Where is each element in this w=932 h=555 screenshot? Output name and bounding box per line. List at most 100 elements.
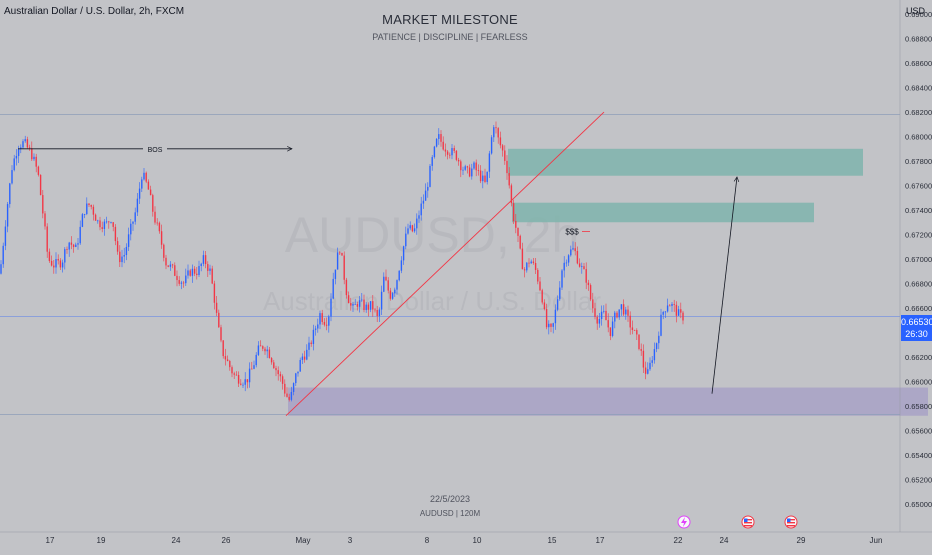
candle-body <box>174 265 176 276</box>
candle-body <box>497 128 499 138</box>
lightning-event-icon[interactable] <box>677 515 691 529</box>
candle-body <box>389 290 392 299</box>
candle-body <box>233 373 235 375</box>
candle-body <box>244 379 246 385</box>
us-flag-event-icon[interactable] <box>784 515 798 529</box>
candle-body <box>548 323 550 328</box>
candle-body <box>501 145 504 151</box>
y-tick-label: 0.65200 <box>905 475 932 484</box>
candle-body <box>372 301 374 310</box>
candle-body <box>600 311 603 320</box>
candle-body <box>154 211 156 223</box>
supply-zone <box>508 148 863 176</box>
candle-body <box>312 329 315 345</box>
candle-body <box>629 315 631 328</box>
candle-body <box>187 270 189 276</box>
candle-body <box>180 282 183 284</box>
candle-body <box>156 222 158 224</box>
candle-body <box>110 222 112 223</box>
candle-body <box>620 304 623 310</box>
candle-body <box>596 316 598 324</box>
candle-body <box>284 383 286 394</box>
y-tick-label: 0.67400 <box>905 206 932 215</box>
candle-body <box>11 170 13 184</box>
brand-title: MARKET MILESTONE <box>382 12 518 27</box>
candle-body <box>310 342 312 345</box>
candle-body <box>677 309 680 316</box>
x-tick-label: 24 <box>720 536 729 545</box>
candle-body <box>288 396 290 400</box>
trendline <box>285 111 605 417</box>
candle-body <box>22 141 24 148</box>
candle-body <box>545 309 548 328</box>
candle-body <box>325 324 328 326</box>
candle-body <box>222 340 224 357</box>
candle-body <box>552 323 554 327</box>
candle-body <box>314 328 317 330</box>
candle-body <box>488 153 491 172</box>
candle-body <box>231 367 233 374</box>
candle-body <box>471 168 473 177</box>
candle-body <box>574 248 576 251</box>
candle-body <box>367 304 370 310</box>
candle-body <box>176 275 178 281</box>
symbol-title[interactable]: Australian Dollar / U.S. Dollar, 2h, FXC… <box>4 6 185 17</box>
bos-label-bg <box>143 143 167 154</box>
candle-body <box>477 170 480 172</box>
x-axis[interactable]: 17 19 24 26 May 3 8 10 15 17 22 24 29 Jun <box>0 531 932 545</box>
candle-body <box>416 218 418 229</box>
candle-body <box>226 359 229 361</box>
candle-body <box>167 265 169 267</box>
candle-body <box>292 383 295 392</box>
candle-body <box>644 367 647 374</box>
candle-body <box>218 312 220 328</box>
candle-body <box>68 242 70 250</box>
candle-body <box>427 186 429 191</box>
candle-body <box>332 278 334 299</box>
zone-layer <box>288 148 928 416</box>
candle-body <box>211 268 213 284</box>
candle-body <box>193 268 196 274</box>
candle-body <box>473 162 475 169</box>
candle-body <box>119 251 121 263</box>
candle-body <box>376 310 378 317</box>
candle-body <box>515 220 517 228</box>
candle-body <box>343 255 345 280</box>
candle-body <box>134 212 136 222</box>
candle-body <box>59 260 62 268</box>
candle-body <box>565 262 568 264</box>
candle-body <box>664 311 667 313</box>
currency-label[interactable]: USD <box>906 6 926 16</box>
candle-body <box>136 198 139 213</box>
candle-body <box>83 214 86 215</box>
us-flag-event-icon[interactable] <box>741 515 755 529</box>
candle-body <box>398 270 400 281</box>
x-tick-label: 19 <box>97 536 106 545</box>
candle-body <box>189 270 191 276</box>
candle-body <box>152 195 154 212</box>
candle-body <box>50 260 53 266</box>
candle-body <box>675 304 678 316</box>
footer-info: AUDUSD | 120M <box>419 509 481 518</box>
candle-body <box>81 214 84 227</box>
candle-body <box>418 215 420 219</box>
candle-body <box>365 304 367 311</box>
candle-body <box>633 330 636 331</box>
candle-body <box>402 246 405 261</box>
x-tick-label: 26 <box>222 536 231 545</box>
x-tick-label: 29 <box>797 536 806 545</box>
x-tick-label: 22 <box>674 536 683 545</box>
x-tick-label: May <box>295 536 310 545</box>
candle-body <box>255 354 257 366</box>
candle-body <box>537 269 539 282</box>
candle-body <box>435 138 438 147</box>
candle-body <box>517 227 519 236</box>
y-tick-label: 0.66000 <box>905 377 932 386</box>
candle-body <box>345 279 348 296</box>
candle-body <box>262 346 264 349</box>
candle-body <box>53 265 55 268</box>
candle-body <box>387 280 389 291</box>
candle-body <box>583 266 585 270</box>
